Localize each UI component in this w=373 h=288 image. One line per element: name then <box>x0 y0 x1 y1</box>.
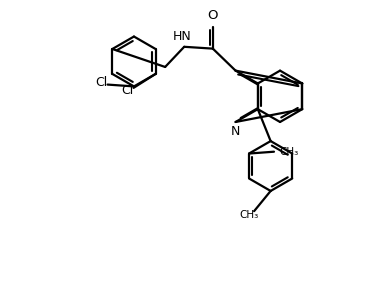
Text: CH₃: CH₃ <box>279 147 298 157</box>
Text: Cl: Cl <box>95 76 107 89</box>
Text: Cl: Cl <box>121 84 133 97</box>
Text: HN: HN <box>173 30 192 43</box>
Text: O: O <box>207 9 218 22</box>
Text: N: N <box>231 125 240 138</box>
Text: CH₃: CH₃ <box>239 210 258 220</box>
